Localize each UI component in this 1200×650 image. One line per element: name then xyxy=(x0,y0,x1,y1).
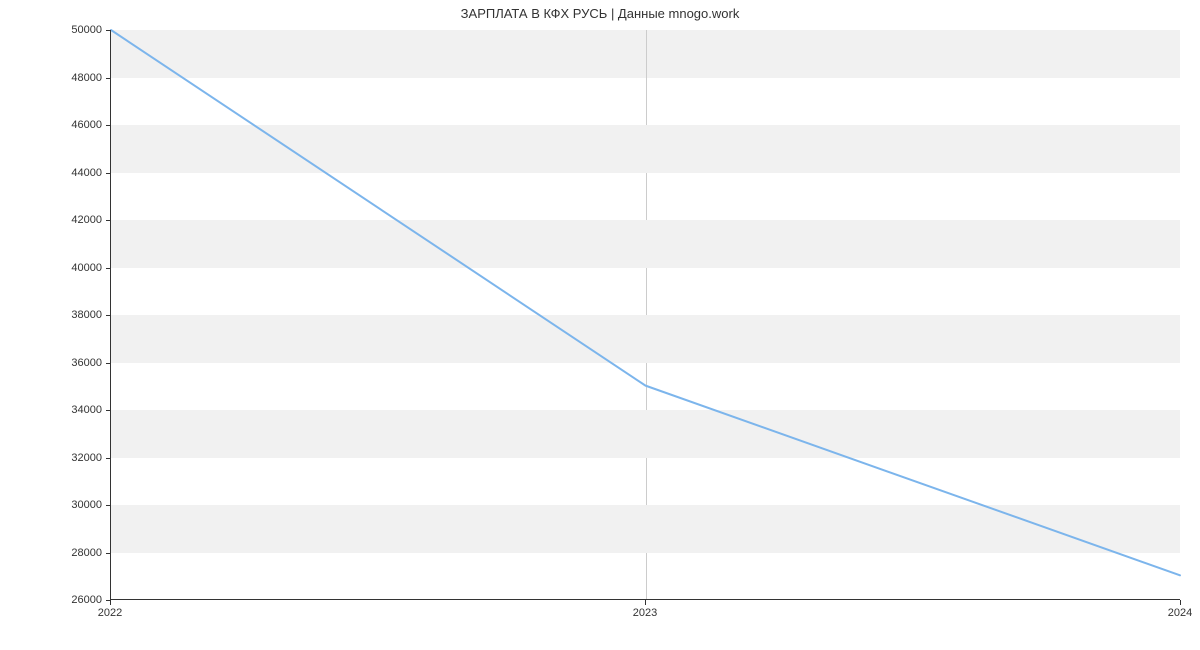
y-tick-label: 32000 xyxy=(10,452,102,464)
plot-area xyxy=(110,30,1180,600)
x-tick xyxy=(1180,600,1181,605)
y-tick-label: 26000 xyxy=(10,594,102,606)
y-tick xyxy=(106,220,111,221)
y-tick-label: 34000 xyxy=(10,404,102,416)
y-tick xyxy=(106,505,111,506)
y-tick xyxy=(106,410,111,411)
y-tick-label: 46000 xyxy=(10,119,102,131)
x-tick-label: 2024 xyxy=(1168,607,1192,619)
y-tick-label: 50000 xyxy=(10,24,102,36)
y-tick-label: 36000 xyxy=(10,357,102,369)
y-tick-label: 44000 xyxy=(10,167,102,179)
x-tick xyxy=(110,600,111,605)
x-tick xyxy=(645,600,646,605)
y-tick-label: 30000 xyxy=(10,499,102,511)
chart-title: ЗАРПЛАТА В КФХ РУСЬ | Данные mnogo.work xyxy=(0,6,1200,21)
y-tick-label: 38000 xyxy=(10,309,102,321)
y-tick-label: 40000 xyxy=(10,262,102,274)
y-tick xyxy=(106,173,111,174)
y-tick xyxy=(106,78,111,79)
y-tick xyxy=(106,458,111,459)
chart-container: ЗАРПЛАТА В КФХ РУСЬ | Данные mnogo.work … xyxy=(0,0,1200,650)
x-tick-label: 2023 xyxy=(633,607,657,619)
y-tick xyxy=(106,125,111,126)
y-tick-label: 42000 xyxy=(10,214,102,226)
y-tick xyxy=(106,363,111,364)
y-tick xyxy=(106,30,111,31)
y-tick xyxy=(106,315,111,316)
y-tick xyxy=(106,553,111,554)
data-line xyxy=(111,30,1180,575)
y-tick-label: 28000 xyxy=(10,547,102,559)
y-tick xyxy=(106,268,111,269)
line-layer xyxy=(111,30,1180,599)
x-tick-label: 2022 xyxy=(98,607,122,619)
y-tick-label: 48000 xyxy=(10,72,102,84)
